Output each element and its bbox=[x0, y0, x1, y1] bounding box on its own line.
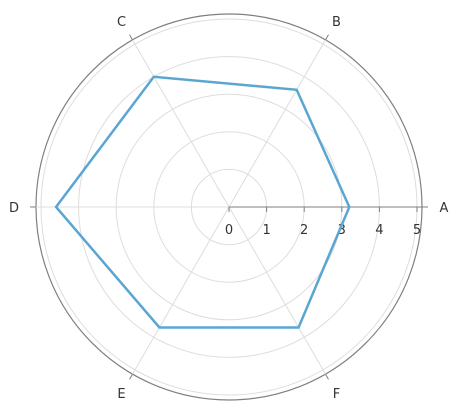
category-label-E: E bbox=[117, 387, 125, 402]
category-label-A: A bbox=[440, 201, 449, 216]
radial-tick-label-1: 1 bbox=[262, 223, 270, 238]
category-label-F: F bbox=[333, 387, 340, 402]
outer-tick-E bbox=[129, 373, 133, 380]
spoke-F bbox=[228, 206, 326, 375]
category-label-C: C bbox=[117, 15, 126, 30]
radial-tick-label-2: 2 bbox=[300, 223, 308, 238]
radial-tick-label-4: 4 bbox=[375, 223, 383, 238]
radial-tick-label-3: 3 bbox=[338, 223, 346, 238]
spoke-B bbox=[228, 39, 326, 208]
series-layer bbox=[54, 75, 351, 329]
radial-axis: 0 1 2 3 4 5 bbox=[225, 206, 422, 238]
spoke-C bbox=[132, 39, 230, 208]
outer-tick-C bbox=[129, 34, 133, 41]
outer-tick-B bbox=[325, 34, 329, 41]
radial-tick-label-5: 5 bbox=[413, 223, 421, 238]
spoke-E bbox=[132, 206, 230, 375]
category-label-B: B bbox=[332, 15, 341, 30]
category-labels: A B C D E F bbox=[9, 15, 449, 402]
category-label-D: D bbox=[9, 201, 19, 216]
outer-tick-F bbox=[325, 373, 329, 380]
radial-tick-label-0: 0 bbox=[225, 223, 233, 238]
